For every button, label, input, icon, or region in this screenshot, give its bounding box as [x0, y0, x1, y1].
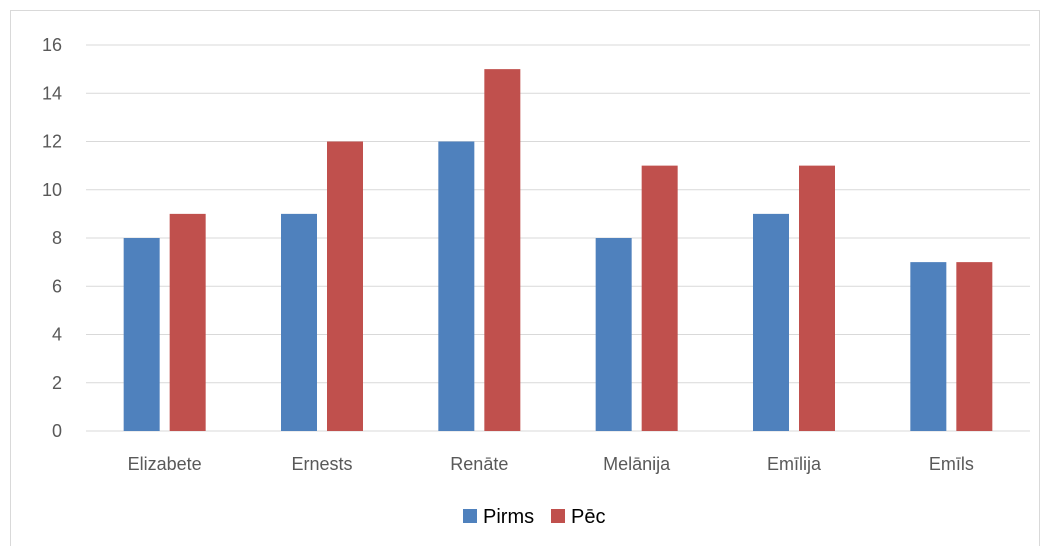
bar-pēc-2	[484, 69, 521, 431]
x-tick-label: Emīlija	[767, 454, 822, 474]
y-tick-label: 16	[42, 35, 62, 55]
bar-pirms-2	[438, 141, 475, 431]
y-axis-ticks: 0 2 4 6 8 10 12 14 16	[42, 35, 62, 441]
gridlines	[86, 44, 1030, 432]
x-tick-label: Emīls	[929, 454, 974, 474]
x-tick-label: Renāte	[450, 454, 508, 474]
bar-pēc-5	[956, 262, 993, 431]
bar-pirms-1	[281, 213, 317, 431]
legend: Pirms Pēc	[463, 506, 605, 528]
y-tick-label: 6	[52, 276, 62, 296]
x-axis-ticks: Elizabete Ernests Renāte Melānija Emīlija Emī…	[128, 454, 974, 474]
bar-pēc-1	[327, 141, 363, 431]
legend-swatch-pirms	[463, 509, 477, 523]
bar-pirms-5	[910, 262, 947, 431]
y-tick-label: 10	[42, 180, 62, 200]
x-tick-label: Elizabete	[128, 454, 202, 474]
x-tick-label: Ernests	[291, 454, 352, 474]
y-tick-label: 4	[52, 325, 62, 345]
legend-label-pēc: Pēc	[571, 506, 605, 528]
bar-pēc-3	[641, 165, 678, 431]
y-tick-label: 2	[52, 373, 62, 393]
bar-pirms-0	[123, 238, 160, 431]
legend-label-pirms: Pirms	[483, 506, 534, 528]
bar-pirms-3	[595, 238, 632, 431]
x-tick-label: Melānija	[603, 454, 671, 474]
y-tick-label: 0	[52, 421, 62, 441]
y-tick-label: 8	[52, 228, 62, 248]
bars	[123, 69, 993, 431]
bar-pēc-4	[799, 165, 835, 431]
legend-swatch-pēc	[551, 509, 565, 523]
bar-pirms-4	[753, 213, 789, 431]
y-tick-label: 12	[42, 132, 62, 152]
y-tick-label: 14	[42, 83, 62, 103]
bar-pēc-0	[169, 213, 206, 431]
